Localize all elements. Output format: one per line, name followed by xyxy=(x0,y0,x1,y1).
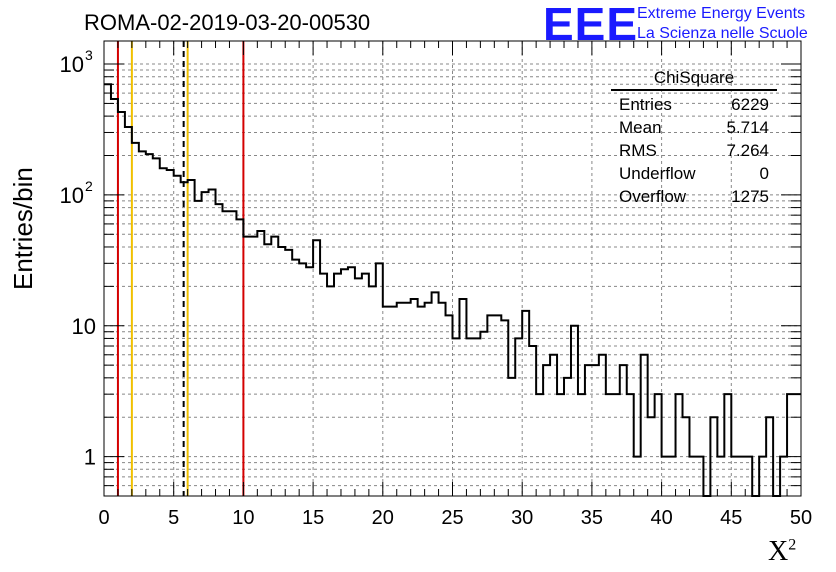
stats-value: 6229 xyxy=(731,95,769,114)
stats-label: Mean xyxy=(619,118,662,137)
x-axis-label: X2 xyxy=(768,536,796,568)
x-tick-label: 45 xyxy=(720,507,742,529)
stats-value: 7.264 xyxy=(726,141,769,160)
y-tick-label: 10 xyxy=(72,314,96,339)
stats-value: 0 xyxy=(759,164,769,183)
y-tick-label: 10 xyxy=(60,183,84,208)
stats-row-entries: Entries 6229 xyxy=(611,93,777,116)
y-tick-exponent: 2 xyxy=(85,178,93,194)
stats-label: Entries xyxy=(619,95,672,114)
stats-box: ChiSquare Entries 6229 Mean 5.714 RMS 7.264… xyxy=(611,68,777,208)
y-tick-label: 10 xyxy=(60,52,84,77)
logo-line-2: La Scienza nelle Scuole xyxy=(637,25,808,42)
x-tick-label: 35 xyxy=(581,507,603,529)
x-axis-label-text: X xyxy=(768,536,789,567)
x-tick-label: 15 xyxy=(302,507,324,529)
logo-line-1: Extreme Energy Events xyxy=(637,5,806,22)
x-tick-label: 25 xyxy=(441,507,463,529)
chart-title: ROMA-02-2019-03-20-00530 xyxy=(84,10,371,35)
stats-label: Underflow xyxy=(619,164,696,183)
eee-logo: EEE xyxy=(543,0,639,50)
x-axis-label-sup: 2 xyxy=(788,536,797,554)
x-tick-label: 10 xyxy=(232,507,254,529)
x-tick-label: 0 xyxy=(98,507,109,529)
stats-title: ChiSquare xyxy=(611,68,777,91)
histogram-series xyxy=(104,83,801,497)
x-tick-label: 30 xyxy=(511,507,533,529)
stats-row-overflow: Overflow 1275 xyxy=(611,185,777,208)
x-tick-label: 40 xyxy=(650,507,672,529)
stats-row-underflow: Underflow 0 xyxy=(611,162,777,185)
x-tick-label: 50 xyxy=(790,507,812,529)
stats-row-rms: RMS 7.264 xyxy=(611,139,777,162)
stats-row-mean: Mean 5.714 xyxy=(611,116,777,139)
x-tick-label: 5 xyxy=(168,507,179,529)
stats-label: Overflow xyxy=(619,187,687,206)
stats-value: 1275 xyxy=(731,187,769,206)
y-tick-exponent: 3 xyxy=(85,47,93,63)
stats-value: 5.714 xyxy=(726,118,769,137)
stats-label: RMS xyxy=(619,141,657,160)
y-tick-label: 1 xyxy=(84,445,96,470)
y-axis-label: Entries/bin xyxy=(8,167,38,290)
x-tick-label: 20 xyxy=(372,507,394,529)
